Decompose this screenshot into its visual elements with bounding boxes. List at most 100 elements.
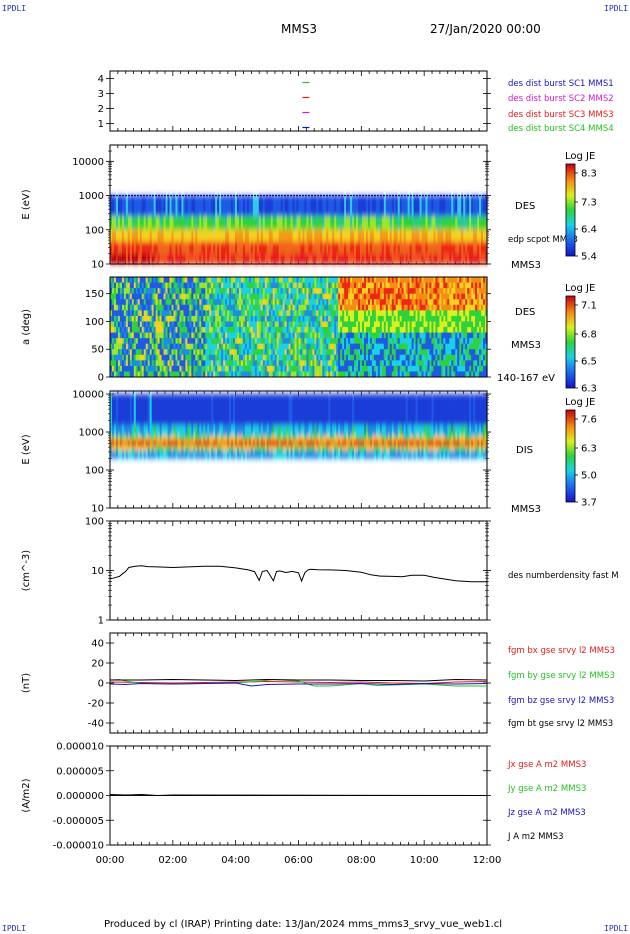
- y-tick-label: -20: [88, 699, 104, 710]
- y-tick-label: 10000: [72, 157, 104, 168]
- y-axis-label: (A/m2): [21, 778, 32, 812]
- legend-entry: des dist burst SC3 MMS3: [508, 110, 614, 120]
- panel-frame: [109, 632, 488, 734]
- y-tick-label: -0.000010: [53, 841, 104, 852]
- y-tick-label: -0.000005: [53, 816, 104, 827]
- colorbar-tick: 7.6: [581, 415, 597, 426]
- heatmap-cells: [110, 394, 488, 459]
- colorbar-tick: 7.3: [581, 198, 597, 209]
- y-tick-label: 10: [91, 260, 104, 271]
- colorbar-des-pitch: Log JE 7.1 6.8 6.5 6.3: [565, 283, 597, 395]
- side-label-spacecraft: MMS3: [511, 340, 541, 351]
- y-tick-label: 1: [98, 119, 104, 130]
- y-tick-label: 0.000010: [56, 742, 104, 753]
- legend-entry: fgm bz gse srvy l2 MMS3: [508, 696, 614, 706]
- y-tick-label: 4: [98, 74, 104, 85]
- colorbar-tick: 6.5: [581, 357, 597, 368]
- panel-frame: [109, 520, 488, 621]
- footer-credits: Produced by cl (IRAP) Printing date: 13/…: [104, 919, 503, 930]
- y-tick-label: 150: [85, 289, 104, 300]
- colorbar-tick: 6.3: [581, 444, 597, 455]
- legend-entry: Jz gse A m2 MMS3: [507, 808, 586, 818]
- colorbar-tick: 6.4: [581, 225, 597, 236]
- side-label-instrument: DES: [515, 201, 535, 212]
- colorbar-scale: [565, 163, 576, 257]
- corner-label-top-right: IPDLI: [604, 4, 629, 13]
- side-label-spacecraft: MMS3: [511, 260, 541, 271]
- series-line: [109, 565, 487, 583]
- datetime-title: 27/Jan/2020 00:00: [430, 22, 541, 36]
- side-label-scpot: edp scpot MMS3: [508, 235, 578, 245]
- series-line: [109, 793, 488, 797]
- y-tick-label: 0.000000: [56, 791, 104, 802]
- y-tick-label: 1000: [79, 428, 104, 439]
- colorbar-tick: 5.0: [581, 471, 597, 482]
- y-tick-label: 0: [98, 679, 104, 690]
- side-label-instrument: DIS: [516, 445, 533, 456]
- y-tick-label: 1: [98, 616, 104, 627]
- time-tick-label: 12:00: [473, 855, 502, 866]
- legend-entry: fgm bx gse srvy l2 MMS3: [508, 646, 615, 656]
- y-tick-label: -40: [88, 719, 104, 730]
- y-tick-label: 100: [85, 517, 104, 528]
- colorbar-scale: [565, 409, 576, 503]
- y-tick-label: 100: [85, 225, 104, 236]
- y-tick-label: 100: [85, 317, 104, 328]
- panel-dis_energy: 10 100 1000 10000 E (eV) DIS MMS3: [21, 390, 541, 515]
- side-label-spacecraft: MMS3: [511, 504, 541, 515]
- colorbar-des-energy: Log JE 8.3 7.3 6.4 5.4: [565, 151, 597, 263]
- time-tick-label: 00:00: [96, 855, 125, 866]
- legend-entry: J A m2 MMS3: [507, 832, 564, 842]
- colorbar-tick: 8.3: [581, 169, 597, 180]
- side-label-instrument: DES: [515, 307, 535, 318]
- colorbar-title: Log JE: [565, 283, 595, 294]
- y-tick-label: 0: [98, 373, 104, 384]
- legend-entry: des dist burst SC4 MMS4: [508, 124, 614, 134]
- y-tick-label: 20: [91, 659, 104, 670]
- heatmap-cells: [110, 277, 488, 378]
- y-axis-label: a (deg): [21, 309, 32, 345]
- corner-label-top-left: IPDLI: [2, 4, 27, 13]
- corner-label-bottom-right: IPDLI: [604, 924, 629, 933]
- colorbar-tick: 7.1: [581, 301, 597, 312]
- legend-entry: des dist burst SC1 MMS1: [508, 79, 614, 89]
- y-tick-label: 10: [91, 504, 104, 515]
- colorbar-tick: 3.7: [581, 498, 597, 509]
- legend-entry: fgm bt gse srvy l2 MMS3: [508, 719, 613, 729]
- colorbar-title: Log JE: [565, 397, 595, 408]
- colorbar-title: Log JE: [565, 151, 595, 162]
- y-tick-label: 1000: [79, 191, 104, 202]
- legend-entry: des dist burst SC2 MMS2: [508, 94, 614, 104]
- series-line: [109, 682, 488, 687]
- time-tick-label: 02:00: [158, 855, 187, 866]
- y-tick-label: 0.000005: [56, 766, 104, 777]
- time-tick-label: 06:00: [284, 855, 313, 866]
- colorbar-tick: 6.3: [581, 384, 597, 395]
- panel-des_pitch: 0 50 100 150 a (deg) DES MMS3 140-167 eV: [21, 276, 555, 384]
- stacked-time-series-plot: 1 2 3 4 des dist burst SC1 MMS1 des dist burs…: [21, 70, 619, 866]
- legend-entry: des numberdensity fast M: [508, 571, 619, 581]
- colorbar-dis-energy: Log JE 7.6 6.3 5.0 3.7: [565, 397, 597, 509]
- heatmap-cells: [110, 195, 488, 264]
- time-axis: 00:00 02:00 04:00 06:00 08:00 10:00 12:00: [96, 855, 502, 866]
- colorbar-scale: [565, 295, 576, 389]
- legend-entry: Jx gse A m2 MMS3: [507, 760, 586, 770]
- time-tick-label: 04:00: [221, 855, 250, 866]
- panel-frame: [109, 70, 488, 132]
- y-tick-label: 100: [85, 466, 104, 477]
- y-tick-label: 3: [98, 89, 104, 100]
- side-label-energy-range: 140-167 eV: [497, 373, 555, 384]
- y-tick-label: 40: [91, 639, 104, 650]
- panel-magnetic: -40 -20 0 20 40 (nT) fgm bx gse srvy l2 MMS3 fg…: [21, 632, 615, 734]
- spacecraft-title: MMS3: [281, 22, 317, 36]
- panel-density: 1 10 100 (cm^-3) des numberdensity fast M: [21, 517, 619, 627]
- panel-des_energy: 10 100 1000 10000 E (eV) DES edp scpot MMS3 MMS…: [21, 144, 578, 271]
- y-axis-label: (cm^-3): [21, 550, 32, 591]
- time-tick-label: 08:00: [347, 855, 376, 866]
- y-axis-label: E (eV): [21, 189, 32, 219]
- y-axis-label: (nT): [21, 673, 32, 693]
- series-line: [110, 678, 488, 682]
- legend-entry: Jy gse A m2 MMS3: [507, 784, 586, 794]
- panel-current: -0.000010 -0.000005 0.000000 0.000005 0.0000…: [21, 742, 586, 852]
- y-tick-label: 2: [98, 104, 104, 115]
